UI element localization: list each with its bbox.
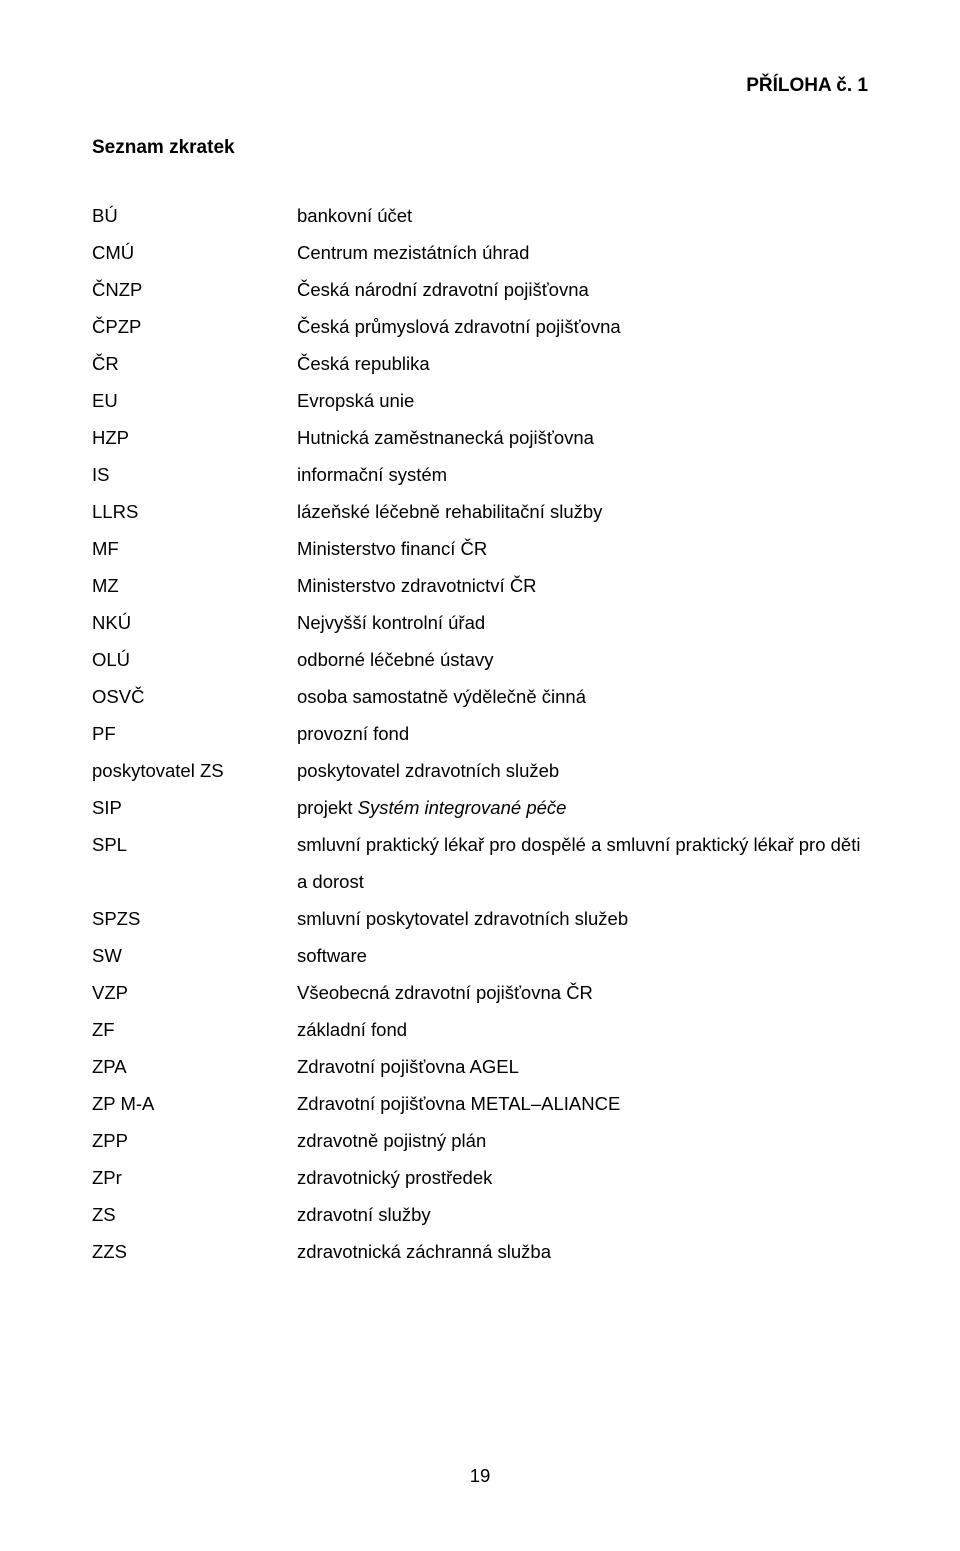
abbrev-cell: ČR xyxy=(92,345,297,382)
definition-cell: odborné léčebné ústavy xyxy=(297,641,868,678)
definition-cell: základní fond xyxy=(297,1011,868,1048)
table-row: SPZSsmluvní poskytovatel zdravotních slu… xyxy=(92,900,868,937)
definition-italic: Systém integrované péče xyxy=(358,797,567,818)
table-row: SWsoftware xyxy=(92,937,868,974)
definition-cell: zdravotnický prostředek xyxy=(297,1159,868,1196)
abbrev-cell: SIP xyxy=(92,789,297,826)
abbreviations-table: BÚbankovní účet CMÚCentrum mezistátních … xyxy=(92,197,868,1270)
abbrev-cell: IS xyxy=(92,456,297,493)
abbrev-cell: LLRS xyxy=(92,493,297,530)
table-row: ZPAZdravotní pojišťovna AGEL xyxy=(92,1048,868,1085)
abbrev-cell: NKÚ xyxy=(92,604,297,641)
abbrev-cell: VZP xyxy=(92,974,297,1011)
definition-cell: zdravotnická záchranná služba xyxy=(297,1233,868,1270)
definition-cell: smluvní poskytovatel zdravotních služeb xyxy=(297,900,868,937)
table-row: LLRSlázeňské léčebně rehabilitační služb… xyxy=(92,493,868,530)
abbrev-cell: ZZS xyxy=(92,1233,297,1270)
abbrev-cell: HZP xyxy=(92,419,297,456)
table-row: OLÚodborné léčebné ústavy xyxy=(92,641,868,678)
abbrev-cell: EU xyxy=(92,382,297,419)
definition-cell: Ministerstvo zdravotnictví ČR xyxy=(297,567,868,604)
table-row: ZPPzdravotně pojistný plán xyxy=(92,1122,868,1159)
definition-cell: Centrum mezistátních úhrad xyxy=(297,234,868,271)
definition-cell: zdravotně pojistný plán xyxy=(297,1122,868,1159)
abbrev-cell: ZPr xyxy=(92,1159,297,1196)
abbrev-cell: ZP M-A xyxy=(92,1085,297,1122)
table-row: MZMinisterstvo zdravotnictví ČR xyxy=(92,567,868,604)
abbrev-cell: ČNZP xyxy=(92,271,297,308)
table-row: MFMinisterstvo financí ČR xyxy=(92,530,868,567)
table-row: HZPHutnická zaměstnanecká pojišťovna xyxy=(92,419,868,456)
table-row: VZPVšeobecná zdravotní pojišťovna ČR xyxy=(92,974,868,1011)
table-row: OSVČosoba samostatně výdělečně činná xyxy=(92,678,868,715)
abbrev-cell: SPZS xyxy=(92,900,297,937)
abbrev-cell: SW xyxy=(92,937,297,974)
definition-prefix: projekt xyxy=(297,797,358,818)
definition-cell: Zdravotní pojišťovna METAL–ALIANCE xyxy=(297,1085,868,1122)
table-row: poskytovatel ZSposkytovatel zdravotních … xyxy=(92,752,868,789)
definition-cell: projekt Systém integrované péče xyxy=(297,789,868,826)
abbrev-cell: MF xyxy=(92,530,297,567)
table-row: ČPZPČeská průmyslová zdravotní pojišťovn… xyxy=(92,308,868,345)
page-number: 19 xyxy=(470,1465,491,1487)
table-row: PFprovozní fond xyxy=(92,715,868,752)
definition-cell: zdravotní služby xyxy=(297,1196,868,1233)
table-row: NKÚNejvyšší kontrolní úřad xyxy=(92,604,868,641)
definition-cell: Evropská unie xyxy=(297,382,868,419)
abbrev-cell: ZPA xyxy=(92,1048,297,1085)
table-row: ISinformační systém xyxy=(92,456,868,493)
abbrev-cell: ZF xyxy=(92,1011,297,1048)
abbrev-cell: ZPP xyxy=(92,1122,297,1159)
annex-header: PŘÍLOHA č. 1 xyxy=(92,75,868,97)
abbrev-cell: PF xyxy=(92,715,297,752)
table-row: CMÚCentrum mezistátních úhrad xyxy=(92,234,868,271)
table-row: ZSzdravotní služby xyxy=(92,1196,868,1233)
abbrev-cell: ČPZP xyxy=(92,308,297,345)
table-row: SIPprojekt Systém integrované péče xyxy=(92,789,868,826)
abbrev-cell: BÚ xyxy=(92,197,297,234)
definition-cell: Česká národní zdravotní pojišťovna xyxy=(297,271,868,308)
section-title: Seznam zkratek xyxy=(92,137,868,159)
definition-cell: Všeobecná zdravotní pojišťovna ČR xyxy=(297,974,868,1011)
table-row: SPLsmluvní praktický lékař pro dospělé a… xyxy=(92,826,868,900)
table-row: ZPrzdravotnický prostředek xyxy=(92,1159,868,1196)
definition-cell: bankovní účet xyxy=(297,197,868,234)
abbrev-cell: SPL xyxy=(92,826,297,900)
definition-cell: poskytovatel zdravotních služeb xyxy=(297,752,868,789)
definition-cell: provozní fond xyxy=(297,715,868,752)
abbrev-cell: ZS xyxy=(92,1196,297,1233)
table-row: ZZSzdravotnická záchranná služba xyxy=(92,1233,868,1270)
table-row: ZFzákladní fond xyxy=(92,1011,868,1048)
table-row: ZP M-AZdravotní pojišťovna METAL–ALIANCE xyxy=(92,1085,868,1122)
definition-cell: informační systém xyxy=(297,456,868,493)
abbrev-cell: CMÚ xyxy=(92,234,297,271)
abbrev-cell: OSVČ xyxy=(92,678,297,715)
definition-cell: Česká republika xyxy=(297,345,868,382)
definition-cell: smluvní praktický lékař pro dospělé a sm… xyxy=(297,826,868,900)
abbrev-cell: MZ xyxy=(92,567,297,604)
table-row: BÚbankovní účet xyxy=(92,197,868,234)
definition-cell: Nejvyšší kontrolní úřad xyxy=(297,604,868,641)
definition-cell: lázeňské léčebně rehabilitační služby xyxy=(297,493,868,530)
definition-cell: Ministerstvo financí ČR xyxy=(297,530,868,567)
table-row: EUEvropská unie xyxy=(92,382,868,419)
definition-cell: software xyxy=(297,937,868,974)
definition-cell: Česká průmyslová zdravotní pojišťovna xyxy=(297,308,868,345)
definition-cell: Zdravotní pojišťovna AGEL xyxy=(297,1048,868,1085)
definition-cell: osoba samostatně výdělečně činná xyxy=(297,678,868,715)
abbrev-cell: poskytovatel ZS xyxy=(92,752,297,789)
table-row: ČNZPČeská národní zdravotní pojišťovna xyxy=(92,271,868,308)
table-row: ČRČeská republika xyxy=(92,345,868,382)
definition-cell: Hutnická zaměstnanecká pojišťovna xyxy=(297,419,868,456)
abbrev-cell: OLÚ xyxy=(92,641,297,678)
